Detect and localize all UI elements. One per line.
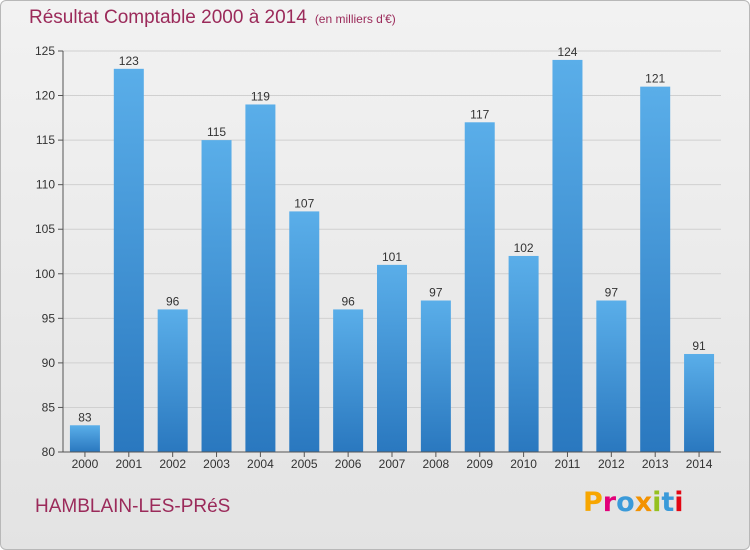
x-tick-label: 2013 — [642, 457, 669, 471]
y-tick-label: 125 — [35, 44, 55, 58]
value-label: 101 — [382, 250, 402, 264]
x-tick-label: 2003 — [203, 457, 230, 471]
axes: 80 85 90 95 100 105 110 115 120 125 2000 2001 2002 20… — [35, 44, 721, 471]
chart-title: Résultat Comptable 2000 à 2014 (en millie… — [29, 7, 396, 29]
x-tick-label: 2009 — [466, 457, 493, 471]
logo-letter: r — [602, 487, 617, 518]
y-tick-label: 100 — [35, 267, 55, 281]
y-tick-label: 120 — [35, 89, 55, 103]
bar — [113, 68, 144, 453]
y-tick-label: 115 — [36, 133, 55, 147]
x-tick-label: 2004 — [247, 457, 274, 471]
value-label: 124 — [557, 45, 577, 59]
x-tick-label: 2008 — [423, 457, 450, 471]
logo-letter: P — [583, 487, 603, 518]
y-tick-label: 95 — [42, 311, 56, 325]
bar — [640, 86, 671, 453]
bar — [157, 309, 188, 452]
proxiti-logo[interactable]: Proxiti — [583, 487, 684, 518]
value-label: 121 — [645, 72, 665, 86]
x-tick-label: 2000 — [72, 457, 99, 471]
value-label: 96 — [166, 294, 180, 308]
bar — [508, 255, 539, 452]
value-label: 119 — [251, 89, 270, 103]
bar — [245, 104, 276, 452]
x-tick-label: 2014 — [686, 457, 713, 471]
value-label: 117 — [470, 107, 489, 121]
x-tick-label: 2012 — [598, 457, 625, 471]
bar — [289, 211, 320, 452]
x-tick-label: 2007 — [379, 457, 406, 471]
bar — [684, 353, 715, 452]
value-label: 115 — [207, 125, 226, 139]
bar — [420, 300, 451, 452]
value-label: 107 — [294, 196, 314, 210]
logo-letter: x — [634, 487, 653, 518]
x-tick-label: 2006 — [335, 457, 362, 471]
x-tick-label: 2011 — [555, 457, 581, 471]
bar — [552, 59, 583, 453]
value-label: 83 — [78, 410, 92, 424]
bars: 83 123 96 115 119 107 96 101 97 117 102 124 97 121 91 — [69, 45, 715, 453]
chart-subtitle: (en milliers d'€) — [314, 12, 396, 26]
location-label: HAMBLAIN-LES-PRéS — [35, 496, 231, 517]
bar — [377, 264, 407, 452]
y-tick-label: 110 — [36, 178, 55, 192]
bar — [201, 140, 232, 452]
bar — [69, 425, 100, 452]
x-tick-label: 2005 — [291, 457, 318, 471]
value-label: 123 — [119, 54, 139, 68]
value-label: 97 — [429, 286, 443, 300]
logo-letter: i — [674, 487, 684, 518]
y-tick-label: 85 — [42, 400, 56, 414]
value-label: 97 — [605, 286, 619, 300]
bar — [464, 122, 495, 453]
value-label: 96 — [341, 294, 355, 308]
logo-letter: t — [661, 487, 675, 518]
y-tick-label: 105 — [35, 222, 55, 236]
bar — [333, 309, 364, 452]
chart-title-text: Résultat Comptable 2000 à 2014 — [29, 7, 307, 28]
value-label: 102 — [514, 241, 534, 255]
logo-letter: i — [652, 487, 662, 518]
x-tick-label: 2010 — [510, 457, 537, 471]
y-tick-label: 90 — [42, 356, 56, 370]
y-tick-label: 80 — [42, 445, 56, 459]
logo-letter: o — [616, 487, 635, 518]
x-tick-label: 2001 — [115, 457, 142, 471]
bar — [596, 300, 627, 452]
x-tick-label: 2002 — [159, 457, 186, 471]
value-label: 91 — [692, 339, 706, 353]
